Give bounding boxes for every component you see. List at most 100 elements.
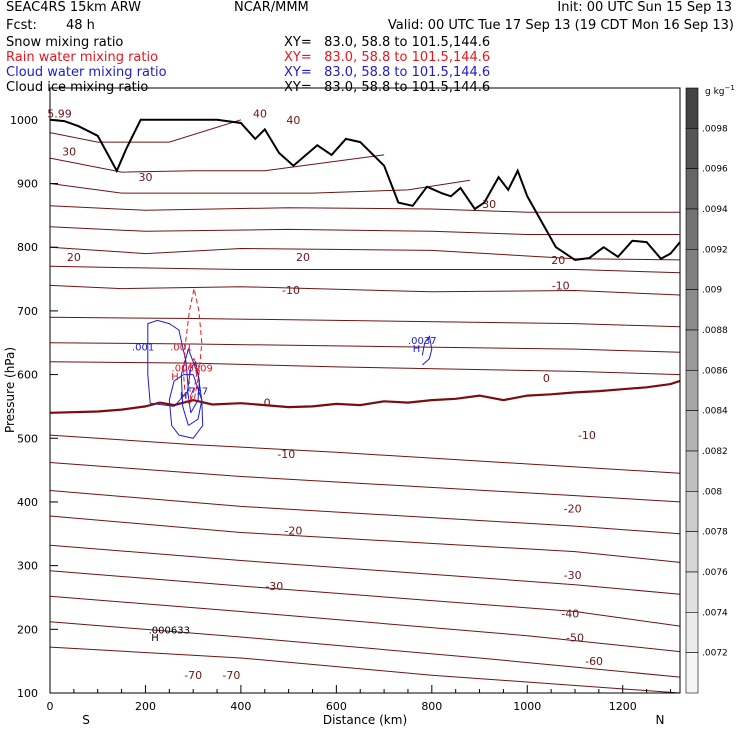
plot-frame [49, 87, 681, 694]
isotherm-line-10 [49, 342, 681, 353]
isotherm-label: 5.99 [47, 107, 72, 120]
extremum-label: H [413, 344, 421, 355]
colorbar: g kg−1 .0098 .0096 .0094 .0092 .009 .0088 .008… [685, 84, 735, 694]
field-xy-rain: XY= 83.0, 58.8 to 101.5,144.6 [284, 50, 491, 65]
field-name-cloud-water: Cloud water mixing ratio [6, 65, 167, 80]
colorbar-label: .0094 [702, 205, 728, 215]
colorbar-label: .0082 [702, 447, 728, 457]
colorbar-swatch [685, 652, 699, 694]
colorbar-swatch [685, 208, 699, 250]
y-tick-label: 100 [17, 687, 38, 700]
field-name-snow: Snow mixing ratio [6, 35, 124, 50]
extremum-label: H [171, 372, 179, 383]
x-tick-label: 1200 [609, 700, 637, 713]
freezing-level [49, 379, 681, 414]
cloud-water-contour-2 [186, 360, 200, 414]
isotherm-label: -40 [561, 607, 579, 620]
colorbar-label: .0098 [702, 124, 728, 134]
isotherm-line-8 [49, 434, 681, 474]
colorbar-swatch [685, 531, 699, 573]
rain-water-contours [183, 288, 203, 404]
y-tick-label: 500 [17, 432, 38, 445]
forecast-value: 48 h [66, 18, 95, 33]
extremum-label: .0037 [408, 336, 437, 347]
x-tick-label: 1000 [513, 700, 541, 713]
isotherm-label: 30 [138, 171, 152, 184]
contour-labels: -70 -70 -60-50 -40 -30 -30 -20 -20 -10 -10 0 0 -10 -1… [47, 107, 603, 682]
isotherm-label: -30 [265, 580, 283, 593]
x-axis: 0 200 400 600 800 1000 1200 [47, 685, 671, 713]
isotherm-line-0 [49, 646, 681, 694]
extremum-label: H [180, 391, 188, 402]
extremum-label: .001 [132, 343, 154, 354]
colorbar-label: .0084 [702, 407, 728, 417]
colorbar-label: .0086 [702, 366, 728, 376]
isotherm-line-5 [49, 515, 681, 563]
isotherm-label: 30 [482, 198, 496, 211]
y-tick-label: 400 [17, 496, 38, 509]
isotherm-label: 40 [286, 114, 300, 127]
extremum-label: .001 [170, 343, 192, 354]
colorbar-swatch [685, 168, 699, 210]
colorbar-swatch [685, 491, 699, 532]
x-tick-label: 800 [421, 700, 442, 713]
isotherm-line-11 [49, 316, 681, 328]
isotherm-label: -20 [564, 502, 582, 515]
y-tick-label: 600 [17, 369, 38, 382]
isotherm-line-13 [49, 265, 681, 274]
colorbar-label: .0072 [702, 649, 728, 659]
colorbar-swatch [685, 450, 699, 492]
colorbar-swatch [685, 612, 699, 653]
model-title: SEAC4RS 15km ARW [6, 0, 142, 15]
isotherm-label: 20 [67, 251, 81, 264]
isotherm-line-12 [49, 284, 681, 296]
extremum-label: .000633 [149, 625, 190, 636]
y-tick-label: 300 [17, 560, 38, 573]
x-tick-label: 200 [135, 700, 156, 713]
isotherm-label: -70 [184, 669, 202, 682]
extremum-label: .000909 [172, 364, 213, 375]
terrain [49, 118, 681, 261]
isotherm-label: 0 [543, 372, 550, 385]
freezing-level-line [49, 379, 681, 414]
x-axis-label: Distance (km) [323, 713, 407, 727]
field-xy-cloud-water: XY= 83.0, 58.8 to 101.5,144.6 [284, 65, 491, 80]
isotherm-line-9 [49, 361, 681, 376]
y-axis-label: Pressure (hPa) [3, 347, 17, 433]
endpoint-left: S [82, 713, 90, 727]
colorbar-unit: g kg−1 [705, 84, 735, 97]
center-name: NCAR/MMM [234, 0, 309, 15]
colorbar-label: .0096 [702, 165, 728, 175]
colorbar-label: .009 [702, 286, 722, 296]
colorbar-label: .0092 [702, 245, 728, 255]
colorbar-unit-exponent: −1 [725, 84, 735, 92]
isotherm-line-17 [49, 179, 471, 194]
isotherm-line-19 [49, 119, 242, 143]
isotherm-line-4 [49, 544, 681, 595]
isotherm-line-18 [49, 154, 385, 173]
y-tick-label: 200 [17, 623, 38, 636]
isotherm-label: 20 [296, 251, 310, 264]
colorbar-label: .0076 [702, 568, 728, 578]
y-tick-label: 900 [17, 178, 38, 191]
isotherm-label: 20 [551, 254, 565, 267]
isotherm-line-1 [49, 621, 681, 678]
isotherm-line-16 [49, 205, 680, 213]
isotherm-label: -10 [282, 284, 300, 297]
isotherm-label: -30 [564, 569, 582, 582]
colorbar-swatch [685, 370, 699, 411]
rain-water-contour-1 [188, 357, 198, 401]
colorbar-label: .0078 [702, 528, 728, 538]
y-tick-label: 800 [17, 241, 38, 254]
isotherm-label: 40 [253, 107, 267, 120]
isotherm-label: -50 [566, 632, 584, 645]
terrain-line [49, 118, 681, 261]
isotherm-line-6 [49, 490, 681, 535]
cloud-water-contour-0 [168, 374, 204, 439]
y-tick-label: 1000 [10, 114, 38, 127]
colorbar-label: .008 [702, 487, 722, 497]
forecast-label: Fcst: [6, 18, 37, 33]
colorbar-label: .0074 [702, 608, 728, 618]
isotherm-contours [49, 119, 681, 694]
isotherm-label: -20 [284, 525, 302, 538]
